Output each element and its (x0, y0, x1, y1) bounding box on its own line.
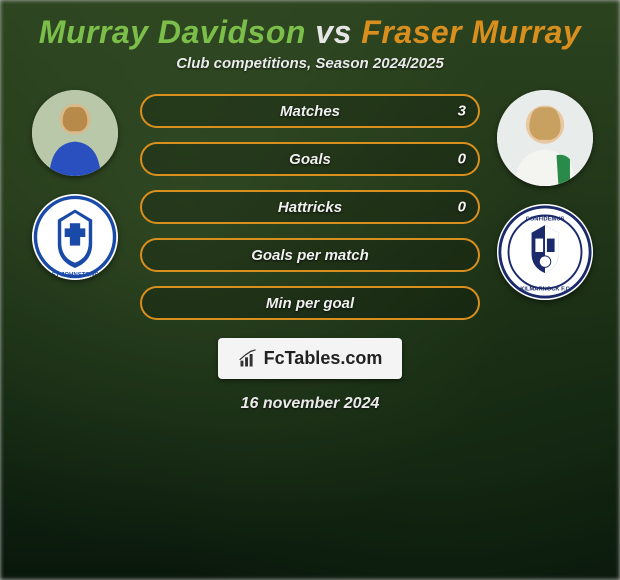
stat-bar: Min per goal (140, 286, 480, 320)
svg-text:CONFIDEMUS: CONFIDEMUS (526, 216, 565, 222)
stat-bar: Matches 3 (140, 94, 480, 128)
comparison-row: ST JOHNSTONE Matches3Goals0Hattricks0Goa… (0, 90, 620, 320)
kilmarnock-crest-icon: CONFIDEMUS KILMARNOCK F.C (497, 204, 593, 300)
player1-club-crest: ST JOHNSTONE (32, 194, 118, 280)
stat-bar: Goals 0 (140, 142, 480, 176)
stat-label: Goals per match (251, 247, 369, 264)
svg-text:KILMARNOCK F.C: KILMARNOCK F.C (520, 286, 570, 292)
player2-avatar (497, 90, 593, 186)
stat-bar: Hattricks 0 (140, 190, 480, 224)
right-column: CONFIDEMUS KILMARNOCK F.C (490, 90, 600, 300)
page-title: Murray Davidson vs Fraser Murray (39, 14, 581, 51)
stat-bar: Goals per match (140, 238, 480, 272)
svg-text:ST JOHNSTONE: ST JOHNSTONE (52, 273, 99, 279)
title-player1: Murray Davidson (39, 14, 306, 50)
stat-value-right: 3 (458, 103, 466, 120)
date-text: 16 november 2024 (241, 395, 380, 413)
stat-value-right: 0 (458, 151, 466, 168)
title-player2: Fraser Murray (361, 14, 581, 50)
brand-text: FcTables.com (264, 348, 383, 369)
stat-label: Hattricks (278, 199, 342, 216)
title-vs: vs (315, 14, 352, 50)
stat-bars: Matches 3 Goals 0 Hattricks 0 Goals per match M… (140, 90, 480, 320)
player-silhouette-icon (497, 90, 593, 186)
subtitle: Club competitions, Season 2024/2025 (176, 55, 444, 72)
player-silhouette-icon (32, 90, 118, 176)
stat-label: Matches (280, 103, 340, 120)
left-column: ST JOHNSTONE (20, 90, 130, 280)
player1-avatar (32, 90, 118, 176)
stat-value-right: 0 (458, 199, 466, 216)
brand-badge: FcTables.com (218, 338, 403, 379)
main-container: Murray Davidson vs Fraser Murray Club co… (0, 0, 620, 413)
st-johnstone-crest-icon: ST JOHNSTONE (32, 194, 118, 280)
bar-chart-icon (238, 349, 258, 369)
player2-club-crest: CONFIDEMUS KILMARNOCK F.C (497, 204, 593, 300)
stat-label: Goals (289, 151, 331, 168)
stat-label: Min per goal (266, 295, 354, 312)
